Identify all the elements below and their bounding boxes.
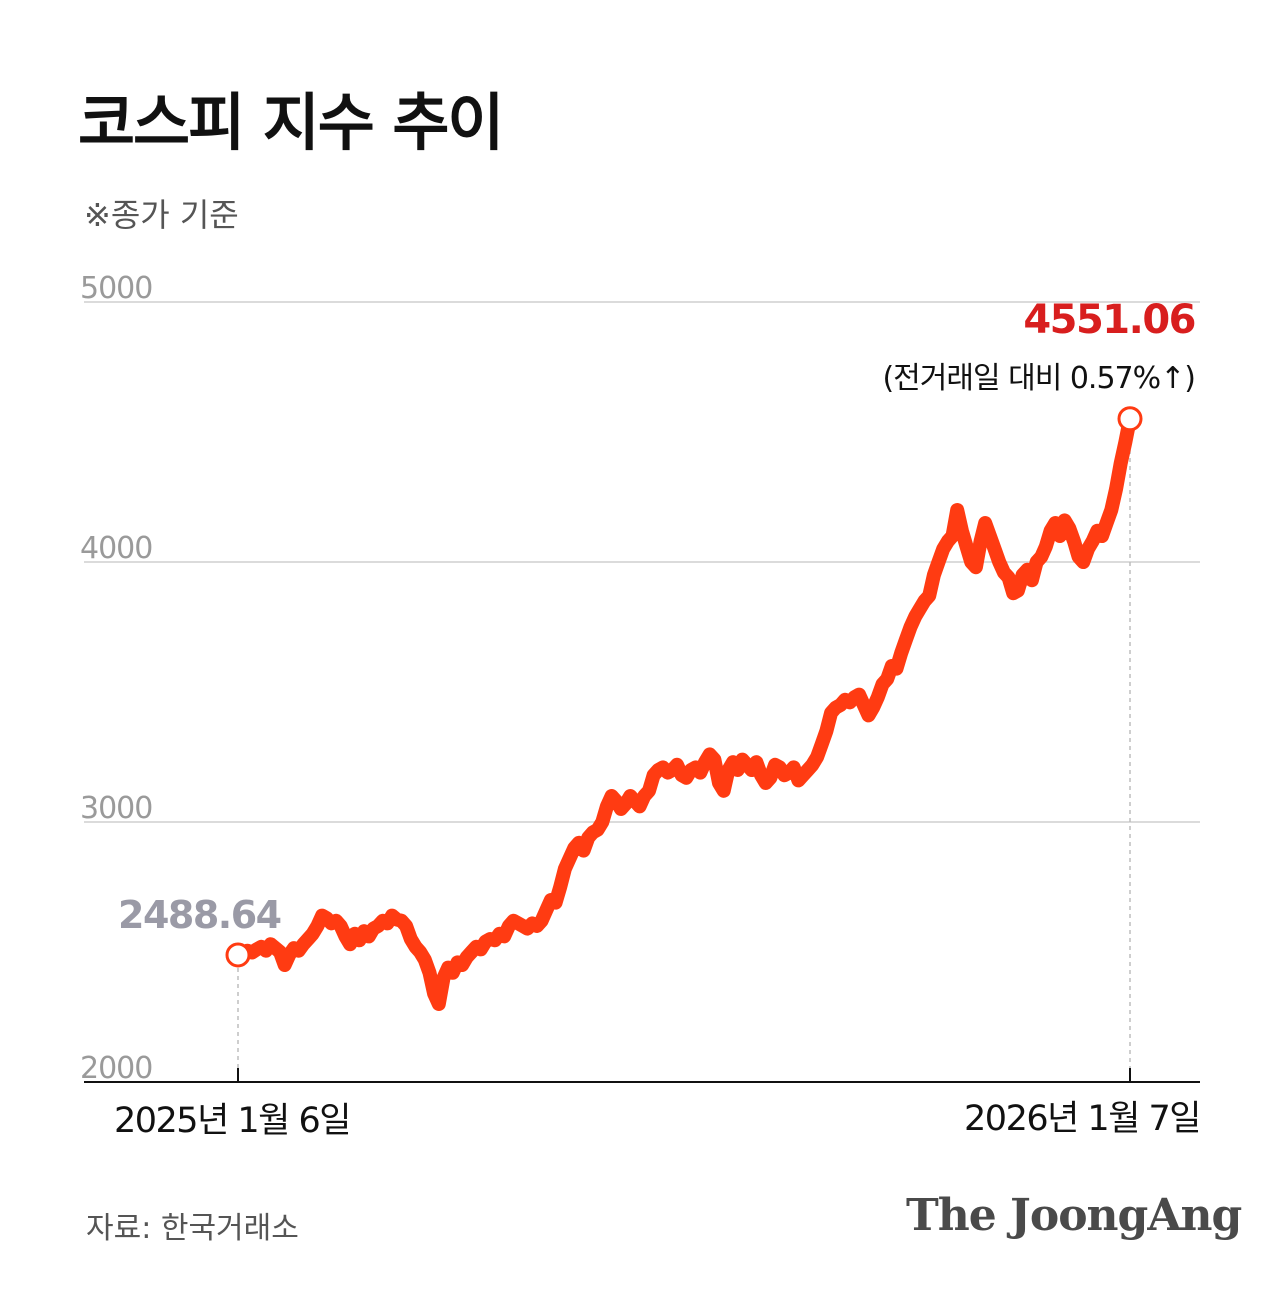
x-tick-end: 2026년 1월 7일 bbox=[964, 1099, 1200, 1139]
chart-subtitle: ※종가 기준 bbox=[84, 196, 239, 234]
series-line bbox=[231, 411, 1137, 1011]
y-tick-label: 4000 bbox=[80, 531, 152, 566]
y-tick-label: 3000 bbox=[80, 791, 152, 826]
end-point-marker bbox=[1117, 406, 1143, 432]
data-source: 자료: 한국거래소 bbox=[86, 1211, 299, 1246]
y-tick-label: 2000 bbox=[80, 1051, 152, 1086]
brand-logo: The JoongAng bbox=[906, 1190, 1242, 1241]
start-value-label: 2488.64 bbox=[118, 893, 281, 937]
y-tick-labels: 5000 4000 3000 2000 bbox=[80, 271, 153, 1086]
start-point-marker bbox=[225, 942, 251, 968]
y-tick-label: 5000 bbox=[80, 271, 152, 306]
end-value-label: 4551.06 bbox=[1023, 297, 1195, 343]
grid-lines bbox=[84, 301, 1200, 823]
chart-title: 코스피 지수 추이 bbox=[78, 86, 504, 159]
x-tick-start: 2025년 1월 6일 bbox=[114, 1101, 350, 1141]
end-change-label: (전거래일 대비 0.57%↑) bbox=[882, 361, 1195, 396]
